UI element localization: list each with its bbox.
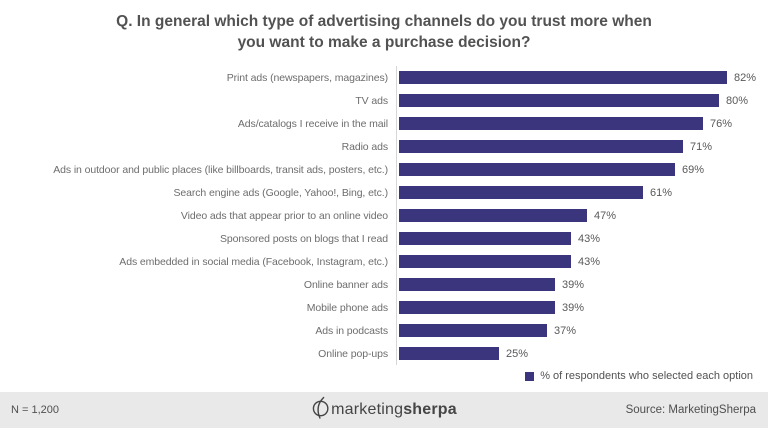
- bar: [399, 347, 499, 360]
- bar: [399, 71, 727, 84]
- value-label: 43%: [578, 255, 601, 268]
- source-label: Source: MarketingSherpa: [625, 404, 756, 416]
- value-label: 39%: [562, 301, 585, 314]
- bar: [399, 117, 703, 130]
- bar: [399, 255, 571, 268]
- category-label: Print ads (newspapers, magazines): [0, 72, 396, 84]
- bar-area: 37%: [396, 319, 768, 342]
- bar-area: 69%: [396, 158, 768, 181]
- value-label: 25%: [506, 347, 529, 360]
- category-label-text: Ads/catalogs I receive in the mail: [237, 117, 388, 130]
- bar: [399, 278, 555, 291]
- category-label: Mobile phone ads: [0, 302, 396, 314]
- category-label: Ads in podcasts: [0, 325, 396, 337]
- value-label: 69%: [682, 163, 705, 176]
- bar-area: 39%: [396, 273, 768, 296]
- bar-row: TV ads 80%: [0, 89, 768, 112]
- chart-legend: % of respondents who selected each optio…: [0, 370, 768, 382]
- bar: [399, 301, 555, 314]
- category-label-text: Ads embedded in social media (Facebook, …: [119, 255, 388, 268]
- bar-row: Online pop-ups 25%: [0, 342, 768, 365]
- category-label: Sponsored posts on blogs that I read: [0, 233, 396, 245]
- category-label: Ads/catalogs I receive in the mail: [0, 118, 396, 130]
- category-label: Video ads that appear prior to an online…: [0, 210, 396, 222]
- bar: [399, 209, 587, 222]
- footer-bar: N = 1,200 marketingsherpa Source: Market…: [0, 392, 768, 428]
- bar-area: 82%: [396, 66, 768, 89]
- bar-area: 43%: [396, 250, 768, 273]
- category-label: Ads in outdoor and public places (like b…: [0, 164, 396, 176]
- bar-area: 43%: [396, 227, 768, 250]
- value-label: 43%: [578, 232, 601, 245]
- category-label-text: Online banner ads: [303, 278, 388, 291]
- bar-row: Print ads (newspapers, magazines) 82%: [0, 66, 768, 89]
- bar-rows: Print ads (newspapers, magazines) 82% TV…: [0, 66, 768, 365]
- category-label-text: TV ads: [355, 94, 388, 107]
- bar-area: 71%: [396, 135, 768, 158]
- bar: [399, 186, 643, 199]
- chart-title-line2: you want to make a purchase decision?: [237, 34, 531, 51]
- category-label: Search engine ads (Google, Yahoo!, Bing,…: [0, 187, 396, 199]
- bar-row: Online banner ads 39%: [0, 273, 768, 296]
- bar: [399, 163, 675, 176]
- category-label-text: Mobile phone ads: [306, 301, 388, 314]
- bar: [399, 94, 719, 107]
- bar-row: Ads embedded in social media (Facebook, …: [0, 250, 768, 273]
- logo-text-light: marketing: [331, 401, 404, 418]
- category-label-text: Video ads that appear prior to an online…: [180, 209, 388, 222]
- bar: [399, 140, 683, 153]
- bar-row: Search engine ads (Google, Yahoo!, Bing,…: [0, 181, 768, 204]
- value-label: 37%: [554, 324, 577, 337]
- value-label: 76%: [710, 117, 733, 130]
- category-label-text: Radio ads: [341, 140, 388, 153]
- bar-area: 61%: [396, 181, 768, 204]
- bar-chart: Print ads (newspapers, magazines) 82% TV…: [0, 66, 768, 382]
- bar-row: Video ads that appear prior to an online…: [0, 204, 768, 227]
- category-label-text: Ads in podcasts: [315, 324, 388, 337]
- bar-area: 76%: [396, 112, 768, 135]
- bar-area: 80%: [396, 89, 768, 112]
- category-label: Online pop-ups: [0, 348, 396, 360]
- legend-marker-icon: [525, 371, 535, 381]
- bar-area: 47%: [396, 204, 768, 227]
- category-label: Radio ads: [0, 141, 396, 153]
- value-label: 61%: [650, 186, 673, 199]
- value-label: 82%: [734, 71, 757, 84]
- category-label: Ads embedded in social media (Facebook, …: [0, 256, 396, 268]
- value-label: 39%: [562, 278, 585, 291]
- bar-area: 39%: [396, 296, 768, 319]
- category-label-text: Print ads (newspapers, magazines): [226, 71, 388, 84]
- logo-text-bold: sherpa: [403, 401, 457, 418]
- category-label: TV ads: [0, 95, 396, 107]
- category-label-text: Search engine ads (Google, Yahoo!, Bing,…: [173, 186, 389, 199]
- bar-row: Ads/catalogs I receive in the mail 76%: [0, 112, 768, 135]
- marketingsherpa-leaf-icon: [311, 396, 331, 424]
- category-label-text: Online pop-ups: [318, 347, 388, 360]
- category-label-text: Ads in outdoor and public places (like b…: [53, 163, 388, 176]
- bar-row: Ads in outdoor and public places (like b…: [0, 158, 768, 181]
- value-label: 71%: [690, 140, 713, 153]
- logo-text: marketingsherpa: [331, 401, 457, 419]
- bar-row: Ads in podcasts 37%: [0, 319, 768, 342]
- chart-title: Q. In general which type of advertising …: [0, 0, 768, 53]
- legend-label: % of respondents who selected each optio…: [540, 370, 753, 382]
- bar-row: Radio ads 71%: [0, 135, 768, 158]
- value-label: 47%: [594, 209, 617, 222]
- value-label: 80%: [726, 94, 749, 107]
- bar-area: 25%: [396, 342, 768, 365]
- sample-size-label: N = 1,200: [11, 404, 60, 416]
- bar: [399, 324, 547, 337]
- bar: [399, 232, 571, 245]
- category-label-text: Sponsored posts on blogs that I read: [219, 232, 388, 245]
- bar-row: Sponsored posts on blogs that I read 43%: [0, 227, 768, 250]
- marketingsherpa-logo: marketingsherpa: [311, 396, 457, 424]
- chart-title-line1: Q. In general which type of advertising …: [116, 13, 652, 30]
- category-label: Online banner ads: [0, 279, 396, 291]
- bar-row: Mobile phone ads 39%: [0, 296, 768, 319]
